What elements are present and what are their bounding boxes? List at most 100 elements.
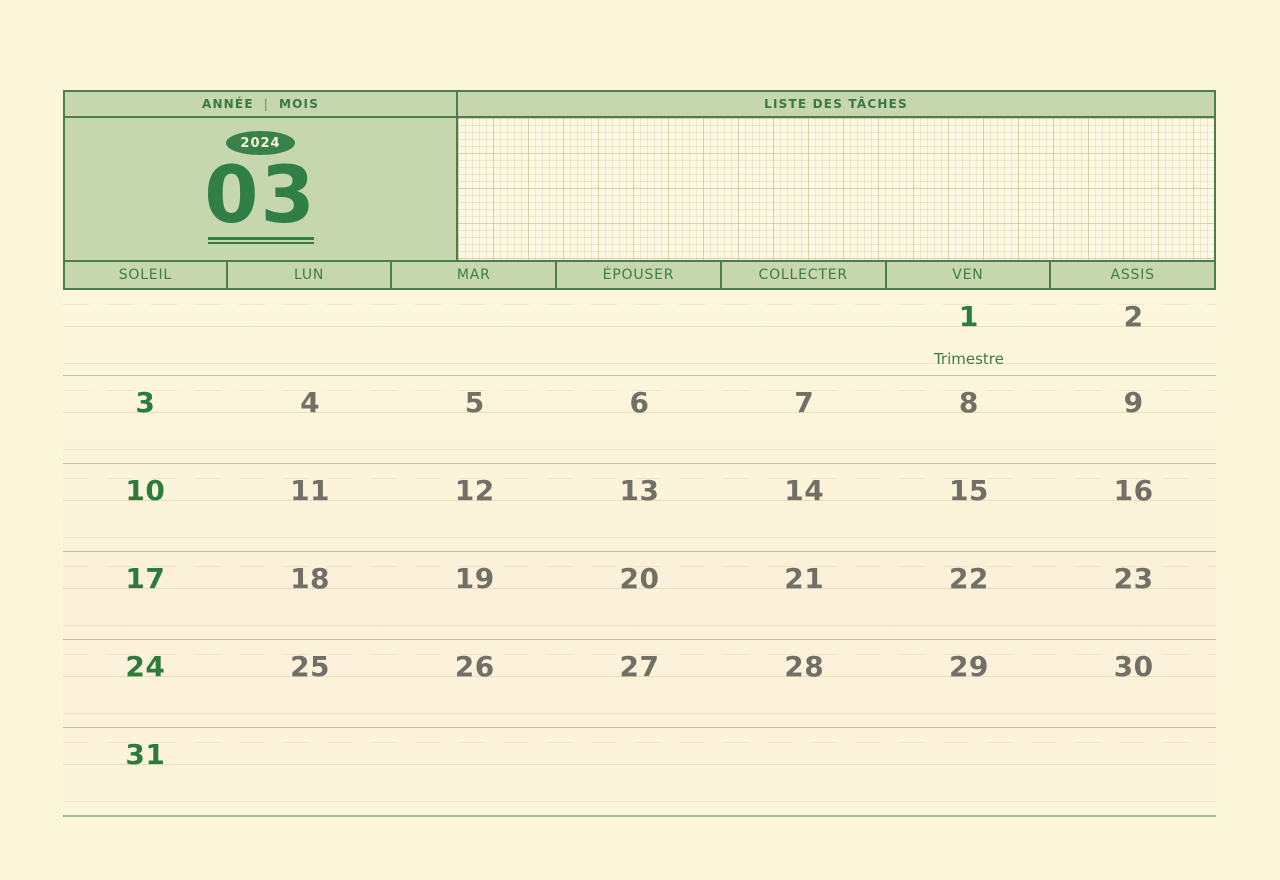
day-cell-empty (228, 290, 393, 375)
day-cell[interactable]: 12 (392, 464, 557, 551)
weekday-wednesday: ÉPOUSER (557, 260, 722, 290)
day-number: 19 (454, 562, 495, 595)
day-number: 13 (619, 474, 660, 507)
day-number: 31 (125, 738, 166, 771)
top-strip: ANNÉE | MOIS LISTE DES TÂCHES (63, 90, 1216, 118)
day-number: 29 (948, 650, 989, 683)
day-cell[interactable]: 6 (557, 376, 722, 463)
day-number: 11 (290, 474, 331, 507)
week-row: 3 4 5 6 7 8 9 (63, 375, 1216, 463)
day-cell-empty (722, 290, 887, 375)
day-cell[interactable]: 13 (557, 464, 722, 551)
day-cell[interactable]: 11 (228, 464, 393, 551)
day-cell[interactable]: 16 (1051, 464, 1216, 551)
task-list-label: LISTE DES TÂCHES (764, 97, 908, 111)
day-cell[interactable]: 22 (887, 552, 1052, 639)
day-cell[interactable]: 31 (63, 728, 228, 815)
day-cell[interactable]: 25 (228, 640, 393, 727)
week-row: 17 18 19 20 21 22 23 (63, 551, 1216, 639)
panel-row: 2024 03 (63, 116, 1216, 262)
task-list-header: LISTE DES TÂCHES (458, 90, 1216, 118)
month-panel: 2024 03 (63, 116, 458, 262)
calendar-sheet: ANNÉE | MOIS LISTE DES TÂCHES 2024 03 SO… (63, 90, 1216, 817)
day-cell[interactable]: 23 (1051, 552, 1216, 639)
day-number: 4 (300, 386, 321, 419)
day-number: 1 (958, 300, 979, 333)
day-cell[interactable]: 24 (63, 640, 228, 727)
day-number: 26 (454, 650, 495, 683)
day-cell[interactable]: 3 (63, 376, 228, 463)
year-month-header: ANNÉE | MOIS (63, 90, 458, 118)
year-badge-text: 2024 (240, 135, 281, 151)
day-cell[interactable]: 10 (63, 464, 228, 551)
weekday-header-row: SOLEIL LUN MAR ÉPOUSER COLLECTER VEN ASS… (63, 260, 1216, 290)
day-cell[interactable]: 18 (228, 552, 393, 639)
day-number: 9 (1123, 386, 1144, 419)
day-number: 8 (958, 386, 979, 419)
day-number: 20 (619, 562, 660, 595)
day-cell-empty (1051, 728, 1216, 815)
weekday-monday: LUN (227, 260, 393, 290)
weekday-sunday: SOLEIL (63, 260, 228, 290)
day-cell-empty (887, 728, 1052, 815)
day-number: 12 (454, 474, 495, 507)
day-number: 14 (784, 474, 825, 507)
task-list-grid-area[interactable] (458, 116, 1216, 262)
day-cell[interactable]: 8 (887, 376, 1052, 463)
day-number: 27 (619, 650, 660, 683)
weekday-thursday: COLLECTER (721, 260, 887, 290)
day-cell[interactable]: 17 (63, 552, 228, 639)
day-number: 6 (629, 386, 650, 419)
day-cell[interactable]: 15 (887, 464, 1052, 551)
day-cell-empty (722, 728, 887, 815)
day-cell[interactable]: 19 (392, 552, 557, 639)
month-label: MOIS (278, 97, 320, 111)
day-cell-empty (557, 290, 722, 375)
day-cell[interactable]: 26 (392, 640, 557, 727)
day-cell[interactable]: 1 Trimestre (887, 290, 1052, 375)
day-number: 24 (125, 650, 166, 683)
day-cell-empty (228, 728, 393, 815)
week-row: 1 Trimestre 2 (63, 290, 1216, 375)
day-number: 22 (948, 562, 989, 595)
week-row: 24 25 26 27 28 29 30 (63, 639, 1216, 727)
day-cell-empty (63, 290, 228, 375)
day-cell[interactable]: 27 (557, 640, 722, 727)
week-row: 10 11 12 13 14 15 16 (63, 463, 1216, 551)
day-number: 7 (794, 386, 815, 419)
day-cell-empty (557, 728, 722, 815)
day-number: 10 (125, 474, 166, 507)
month-number: 03 (204, 151, 317, 241)
day-number: 16 (1113, 474, 1154, 507)
day-cell-empty (392, 728, 557, 815)
day-cell[interactable]: 21 (722, 552, 887, 639)
month-underline (207, 236, 314, 244)
day-cell[interactable]: 7 (722, 376, 887, 463)
day-cell[interactable]: 4 (228, 376, 393, 463)
day-cell[interactable]: 28 (722, 640, 887, 727)
calendar-body: 1 Trimestre 2 3 4 5 6 7 8 9 10 11 12 13 14 15 16 17 18 19 20… (63, 290, 1216, 817)
day-cell[interactable]: 30 (1051, 640, 1216, 727)
day-number: 30 (1113, 650, 1154, 683)
weekday-tuesday: MAR (392, 260, 558, 290)
day-cell-empty (392, 290, 557, 375)
day-number: 18 (290, 562, 331, 595)
label-separator: | (263, 97, 269, 111)
week-row: 31 (63, 727, 1216, 815)
day-number: 3 (135, 386, 156, 419)
year-badge: 2024 (226, 131, 295, 155)
day-number: 5 (464, 386, 485, 419)
day-cell[interactable]: 2 (1051, 290, 1216, 375)
day-cell[interactable]: 20 (557, 552, 722, 639)
weekday-saturday: ASSIS (1051, 260, 1216, 290)
weekday-friday: VEN (886, 260, 1052, 290)
day-number: 21 (784, 562, 825, 595)
day-number: 23 (1113, 562, 1154, 595)
year-label: ANNÉE (201, 97, 254, 111)
day-number: 15 (948, 474, 989, 507)
day-cell[interactable]: 29 (887, 640, 1052, 727)
day-cell[interactable]: 14 (722, 464, 887, 551)
day-cell[interactable]: 9 (1051, 376, 1216, 463)
day-cell[interactable]: 5 (392, 376, 557, 463)
